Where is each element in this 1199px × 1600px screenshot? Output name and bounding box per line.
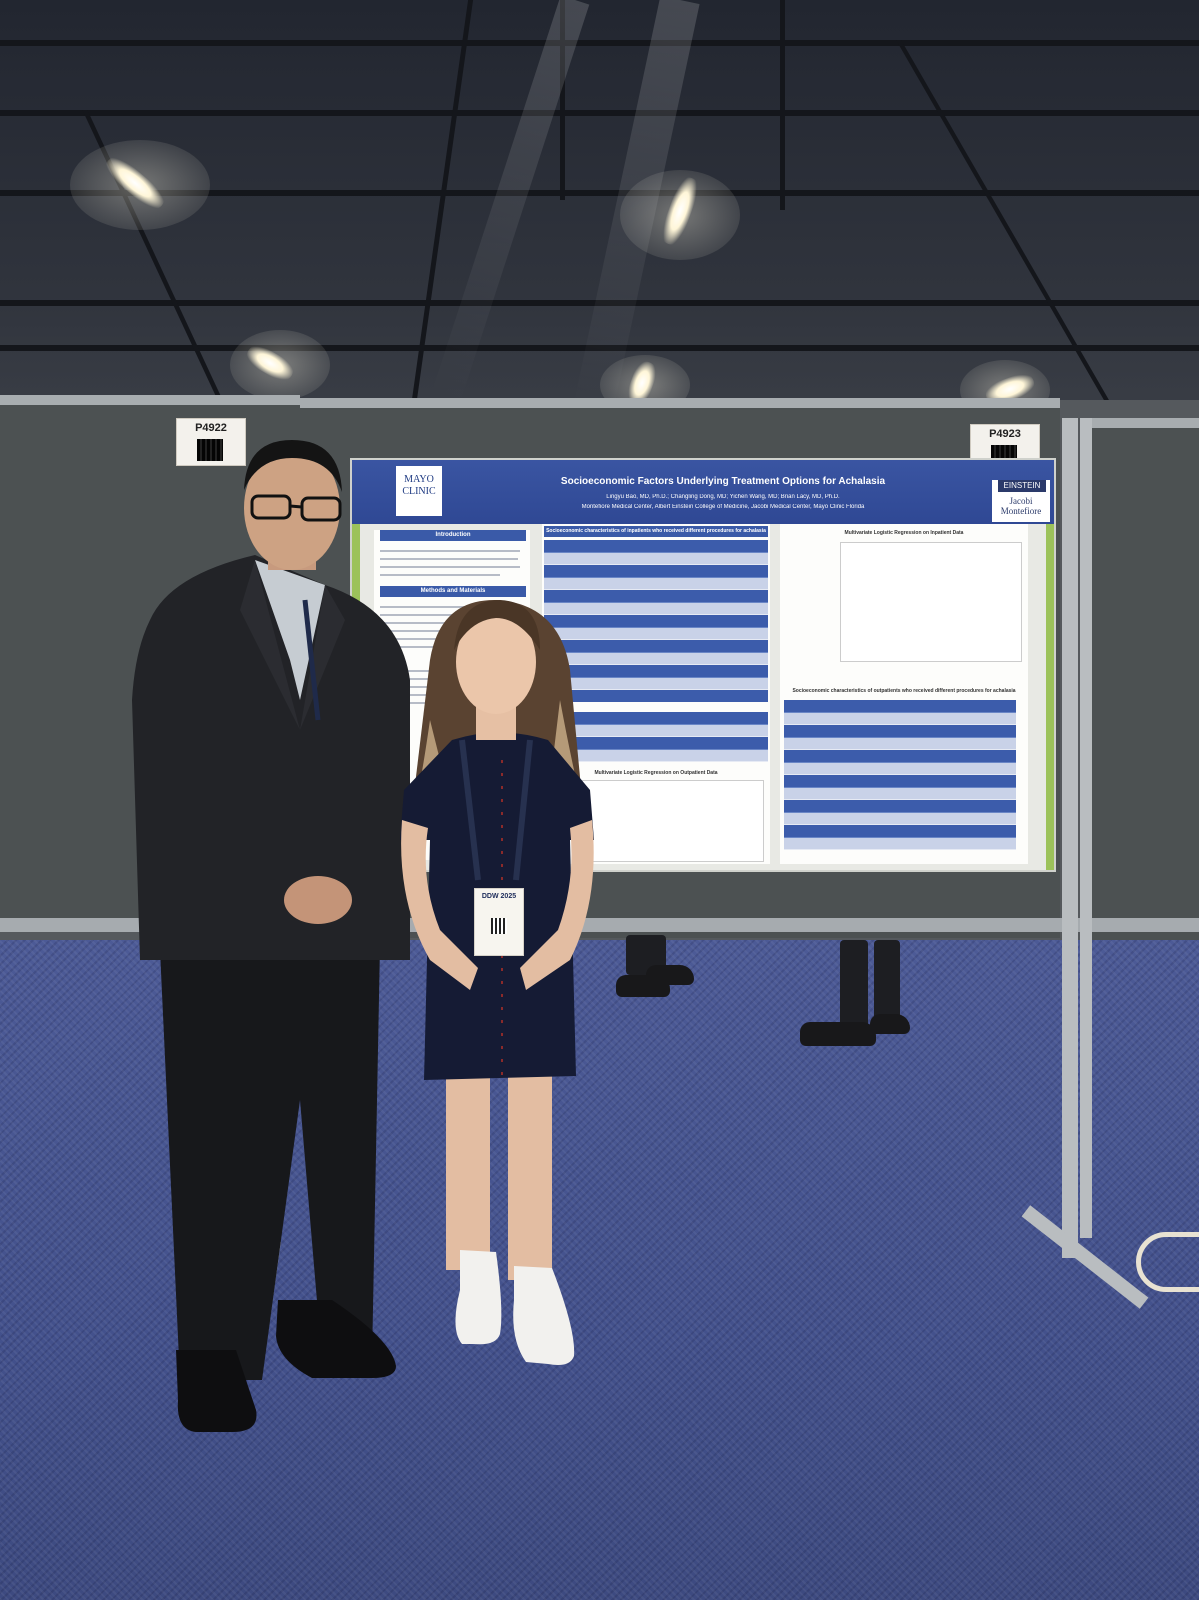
board-stand-post <box>1062 418 1078 1258</box>
section-header-inpatient-table: Socioeconomic characteristics of inpatie… <box>544 526 768 537</box>
einstein-logo: EINSTEIN <box>998 480 1046 492</box>
qr-code-icon <box>491 918 507 934</box>
section-header-inpatient-regression: Multivariate Logistic Regression on Inpa… <box>784 528 1024 539</box>
comorbidity-table <box>544 712 768 762</box>
background-person <box>874 940 900 1020</box>
background-shoe <box>870 1014 910 1034</box>
background-shoe <box>800 1022 876 1046</box>
background-person <box>840 940 868 1030</box>
booth-number: P4923 <box>989 428 1021 440</box>
poster-header: MAYO CLINIC Socioeconomic Factors Underl… <box>352 460 1054 524</box>
badge-event-label: DDW 2025 <box>481 893 517 900</box>
section-header-introduction: Introduction <box>380 530 526 541</box>
inpatient-characteristics-table <box>544 540 768 702</box>
qr-code-icon <box>197 439 223 461</box>
section-header-methods: Methods and Materials <box>380 586 526 597</box>
booth-tag-left: P4922 <box>176 418 246 466</box>
section-header-outpatient-regression: Multivariate Logistic Regression on Outp… <box>544 768 768 779</box>
poster-title: Socioeconomic Factors Underlying Treatme… <box>560 476 886 487</box>
board-stand-post <box>1080 418 1092 1238</box>
outpatient-characteristics-table <box>784 700 1016 850</box>
bag-strap <box>1136 1232 1199 1292</box>
poster-board-right <box>1090 418 1199 948</box>
exhibit-hall-ceiling <box>0 0 1199 420</box>
outpatient-forest-plot <box>582 780 764 862</box>
inpatient-forest-plot <box>840 542 1022 662</box>
name-badge: DDW 2025 <box>474 888 524 956</box>
background-shoe <box>646 965 694 985</box>
accent-stripe <box>1046 524 1054 870</box>
poster-affiliations: Montefiore Medical Center, Albert Einste… <box>581 504 865 510</box>
booth-number: P4922 <box>195 422 227 434</box>
section-header-outpatient-table: Socioeconomic characteristics of outpati… <box>784 686 1024 697</box>
mayo-clinic-logo: MAYO CLINIC <box>396 466 442 516</box>
poster-authors: Lingyu Bao, MD, Ph.D.; Changling Dong, M… <box>606 494 840 500</box>
right-column: Multivariate Logistic Regression on Inpa… <box>780 524 1028 864</box>
